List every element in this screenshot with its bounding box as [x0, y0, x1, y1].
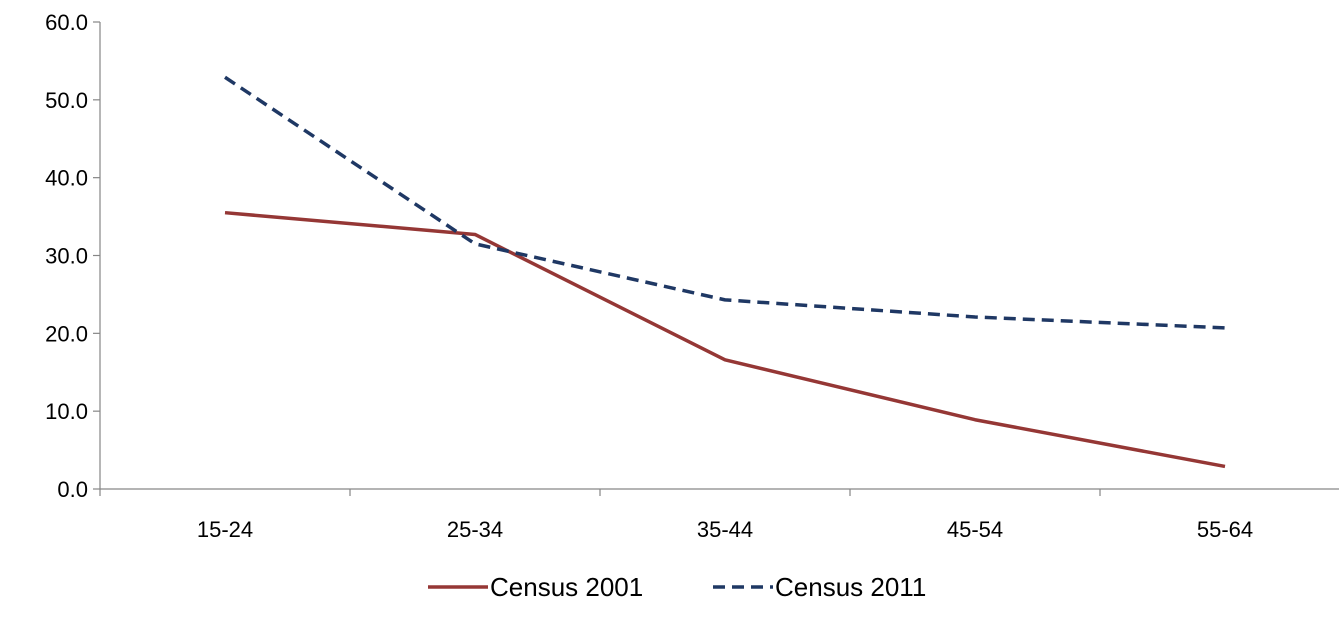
legend-label: Census 2011 [775, 572, 926, 602]
y-tick-label: 50.0 [45, 88, 88, 113]
x-tick-label: 35-44 [697, 517, 753, 542]
y-axis: 0.0 10.0 20.0 30.0 40.0 50.0 60.0 [45, 10, 101, 502]
y-tick-label: 30.0 [45, 244, 88, 269]
y-tick-label: 20.0 [45, 321, 88, 346]
x-tick-label: 55-64 [1197, 517, 1253, 542]
x-tick-label: 45-54 [947, 517, 1003, 542]
x-axis: 15-24 25-34 35-44 45-54 55-64 [99, 488, 1339, 542]
legend-label: Census 2001 [490, 572, 643, 602]
y-tick-label: 10.0 [45, 399, 88, 424]
x-tick-label: 25-34 [447, 517, 503, 542]
x-tick-label: 15-24 [197, 517, 253, 542]
series-line-census-2011 [224, 75, 1226, 330]
series-line-census-2001 [224, 210, 1226, 469]
y-tick-label: 0.0 [57, 477, 88, 502]
y-tick-label: 60.0 [45, 10, 88, 35]
y-tick-label: 40.0 [45, 166, 88, 191]
series-layer [224, 75, 1226, 469]
legend: Census 2001 Census 2011 [428, 572, 926, 602]
